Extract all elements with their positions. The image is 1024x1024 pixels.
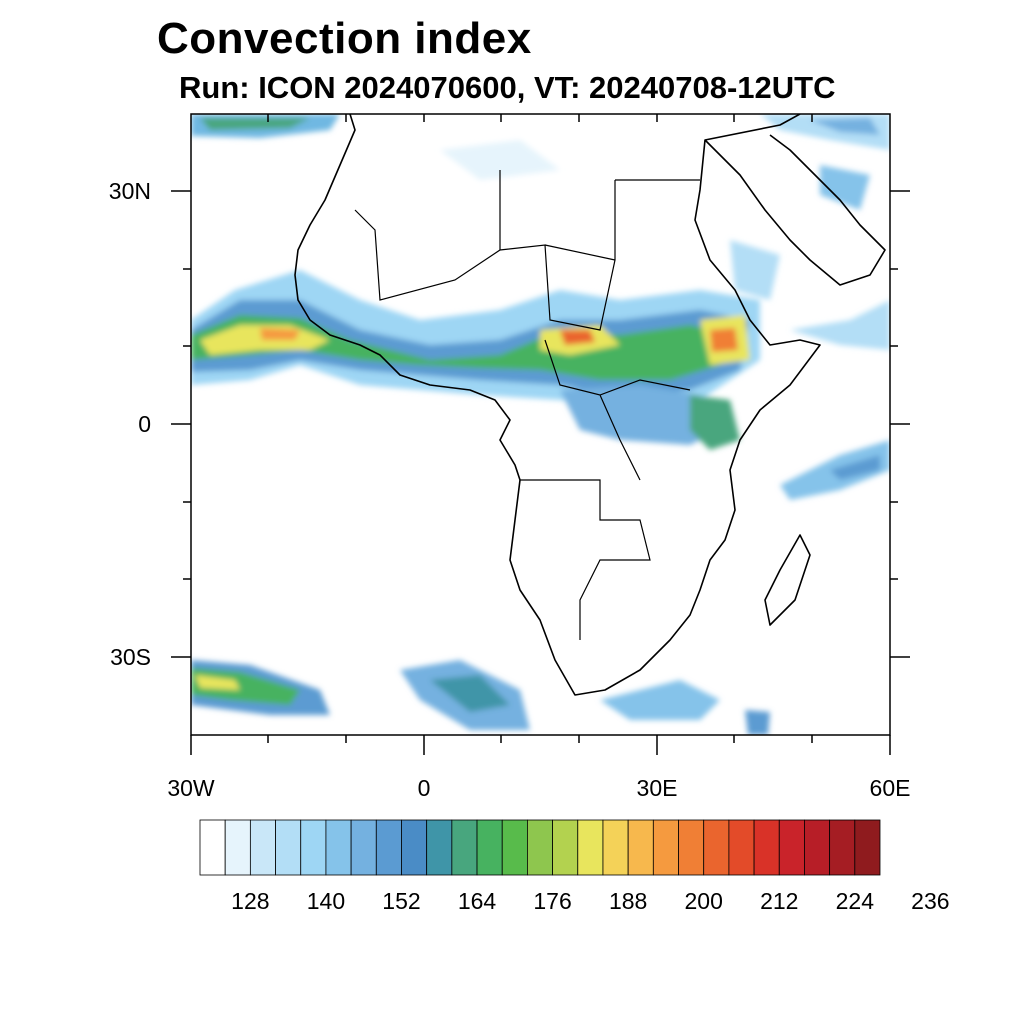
colorbar-swatch <box>753 819 780 876</box>
map-frame <box>190 113 891 736</box>
colorbar-swatch <box>275 819 302 876</box>
colorbar-swatch <box>451 819 478 876</box>
colorbar-swatch <box>325 819 352 876</box>
colorbar-tick-label: 236 <box>911 888 950 914</box>
colorbar-tick-label: 176 <box>533 888 572 914</box>
colorbar-swatch <box>501 819 528 876</box>
country-borders <box>354 170 700 640</box>
colorbar-swatch <box>804 819 831 876</box>
map-title: Convection index <box>157 14 532 63</box>
map-subtitle: Run: ICON 2024070600, VT: 20240708-12UTC <box>179 70 836 105</box>
colorbar-swatch <box>703 819 730 876</box>
colorbar-swatch <box>778 819 805 876</box>
colorbar-tick-label: 188 <box>608 888 648 914</box>
colorbar-swatch <box>350 819 377 876</box>
colorbar-swatch <box>476 819 503 876</box>
colorbar-tick-label: 164 <box>457 888 497 914</box>
colorbar-swatch <box>300 819 327 876</box>
colorbar-swatch <box>678 819 705 876</box>
colorbar-tick-label: 224 <box>835 888 874 914</box>
colorbar-swatch <box>552 819 579 876</box>
lon-label-30e: 30E <box>636 775 678 801</box>
colorbar-tick-label: 212 <box>760 888 799 914</box>
colorbar-swatch <box>426 819 453 876</box>
lat-label-0: 0 <box>138 411 151 437</box>
lat-label-30n: 30N <box>108 178 151 204</box>
colorbar-swatch <box>728 819 755 876</box>
convection-field <box>191 114 890 735</box>
colorbar-swatch <box>249 819 276 876</box>
colorbar-swatch <box>829 819 856 876</box>
colorbar-swatch <box>602 819 629 876</box>
colorbar-swatch <box>199 819 226 876</box>
coastlines <box>294 114 886 696</box>
lon-label-60e: 60E <box>869 775 911 801</box>
colorbar-swatch <box>854 819 881 876</box>
colorbar-tick-label: 200 <box>684 888 723 914</box>
colorbar-tick-label: 152 <box>382 888 421 914</box>
colorbar-swatch <box>627 819 654 876</box>
colorbar-swatch <box>401 819 428 876</box>
axis-ticks <box>171 114 910 755</box>
colorbar-swatch <box>224 819 251 876</box>
lon-label-30w: 30W <box>167 775 215 801</box>
colorbar-swatch <box>652 819 679 876</box>
colorbar-tick-label: 140 <box>306 888 346 914</box>
colorbar-swatch <box>527 819 553 876</box>
colorbar-swatch <box>375 819 402 876</box>
colorbar-tick-label: 128 <box>231 888 270 914</box>
colorbar <box>199 819 881 876</box>
colorbar-swatch <box>577 819 604 876</box>
lat-label-30s: 30S <box>110 644 151 670</box>
lon-label-0: 0 <box>417 775 431 801</box>
